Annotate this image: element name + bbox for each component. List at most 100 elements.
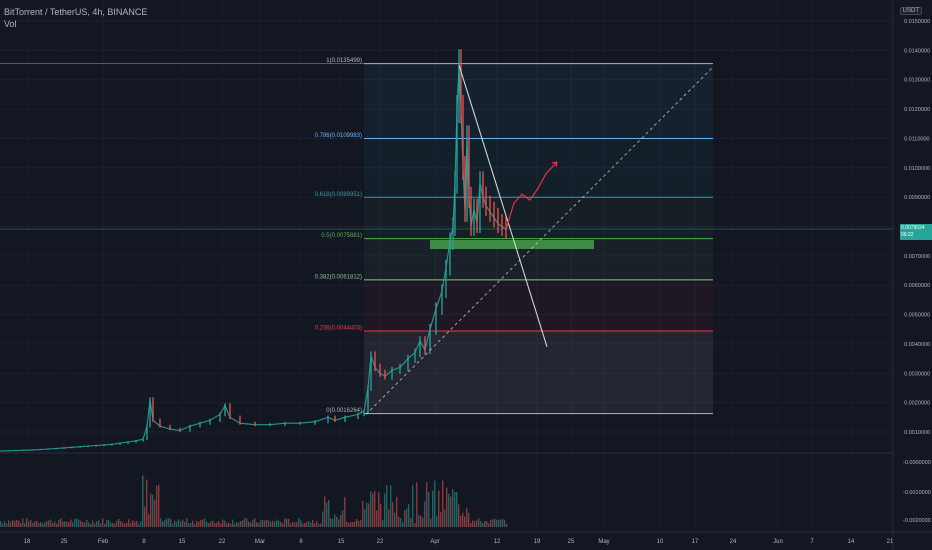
- volume-bar: [24, 523, 26, 527]
- descending-trendline: [458, 64, 548, 348]
- volume-bar: [326, 502, 328, 527]
- volume-bar: [126, 522, 128, 527]
- volume-bar: [392, 502, 394, 527]
- volume-bar: [246, 518, 248, 527]
- volume-bar: [502, 518, 504, 527]
- volume-bar: [290, 523, 292, 527]
- volume-bar: [16, 519, 18, 527]
- volume-bar: [368, 503, 370, 527]
- fibonacci-retracement[interactable]: 1(0.0135499) 0.786(0.0109983) 0.618(0.0089…: [0, 58, 893, 415]
- volume-bar: [424, 501, 426, 527]
- volume-bar: [296, 521, 298, 527]
- volume-bar: [160, 518, 162, 527]
- time-axis-label: Feb: [98, 539, 109, 545]
- volume-bar: [68, 522, 70, 527]
- volume-bar: [364, 509, 366, 527]
- volume-bar: [400, 518, 402, 527]
- volume-bar: [262, 519, 264, 527]
- volume-bar: [240, 521, 242, 527]
- volume-bar: [354, 521, 356, 527]
- volume-bar: [468, 512, 470, 527]
- volume-bar: [154, 499, 156, 527]
- volume-axis-label: -0.0020000: [903, 518, 931, 524]
- volume-bar: [444, 509, 446, 527]
- volume-bar: [130, 523, 132, 527]
- volume-bar: [344, 497, 346, 527]
- volume-bar: [338, 519, 340, 527]
- volume-bar: [370, 491, 372, 527]
- volume-bar: [134, 521, 136, 527]
- volume-bar: [310, 522, 312, 527]
- price-axis-label: 0.0040000: [904, 342, 930, 348]
- volume-bar: [238, 522, 240, 527]
- volume-bar: [374, 490, 376, 527]
- volume-bar: [132, 520, 134, 527]
- time-axis-label: 25: [568, 539, 575, 545]
- symbol-title[interactable]: BitTorrent / TetherUS, 4h, BINANCE: [4, 7, 148, 17]
- volume-bar: [216, 522, 218, 527]
- volume-bar: [408, 504, 410, 527]
- volume-bar: [388, 509, 390, 527]
- volume-bar: [426, 481, 428, 527]
- volume-bar: [268, 520, 270, 527]
- time-axis-label: 22: [219, 539, 226, 545]
- volume-bar: [318, 523, 320, 527]
- volume-bar: [398, 516, 400, 527]
- fib-level-label: 0.5(0.0075881): [321, 233, 362, 239]
- time-axis-label: 25: [61, 539, 68, 545]
- volume-bar: [10, 522, 12, 527]
- volume-bar: [196, 520, 198, 527]
- volume-bar: [178, 519, 180, 527]
- volume-bar: [210, 521, 212, 527]
- fib-level-label: 0.382(0.0061812): [315, 274, 362, 280]
- volume-bar: [62, 521, 64, 527]
- volume-label[interactable]: Vol: [4, 19, 17, 29]
- currency-badge[interactable]: USDT: [899, 7, 922, 15]
- volume-bar: [412, 484, 414, 527]
- volume-bar: [334, 514, 336, 527]
- volume-bar: [440, 511, 442, 527]
- volume-bar: [150, 493, 152, 527]
- drawings[interactable]: [365, 64, 713, 415]
- volume-bar: [84, 522, 86, 527]
- volume-bar: [404, 510, 406, 527]
- price-axis-label: 0.0060000: [904, 283, 930, 289]
- volume-bar: [218, 520, 220, 527]
- volume-bar: [192, 520, 194, 527]
- volume-bar: [28, 521, 30, 527]
- volume-bar: [76, 518, 78, 527]
- price-axis-label: 0.0130000: [904, 78, 930, 84]
- volume-bar: [124, 523, 126, 527]
- volume-bar: [52, 523, 54, 527]
- volume-bar: [276, 519, 278, 527]
- volume-bar: [260, 520, 262, 527]
- volume-bar: [486, 521, 488, 527]
- volume-bar: [320, 523, 322, 527]
- volume-bar: [366, 502, 368, 527]
- volume-bar: [22, 518, 24, 527]
- volume-bar: [280, 521, 282, 527]
- time-axis-label: 18: [24, 539, 31, 545]
- volume-bar: [390, 485, 392, 527]
- fib-zone-fill: [364, 197, 713, 239]
- volume-bar: [376, 510, 378, 527]
- volume-bar: [184, 521, 186, 527]
- time-axis-label: 22: [377, 539, 384, 545]
- volume-bar: [172, 523, 174, 527]
- volume-bar: [20, 522, 22, 527]
- current-price-tag: 0.0079024 09:22: [900, 224, 932, 240]
- volume-bar: [32, 522, 34, 527]
- volume-bar: [188, 523, 190, 527]
- volume-bar: [342, 510, 344, 527]
- volume-bar: [480, 520, 482, 527]
- chart-legend: BitTorrent / TetherUS, 4h, BINANCE Vol: [4, 6, 147, 30]
- volume-bar: [454, 492, 456, 527]
- volume-bar: [104, 523, 106, 527]
- volume-bar: [98, 520, 100, 527]
- volume-bar: [314, 523, 316, 527]
- time-axis-label: 14: [848, 539, 855, 545]
- volume-bar: [292, 521, 294, 527]
- volume-bar: [316, 521, 318, 527]
